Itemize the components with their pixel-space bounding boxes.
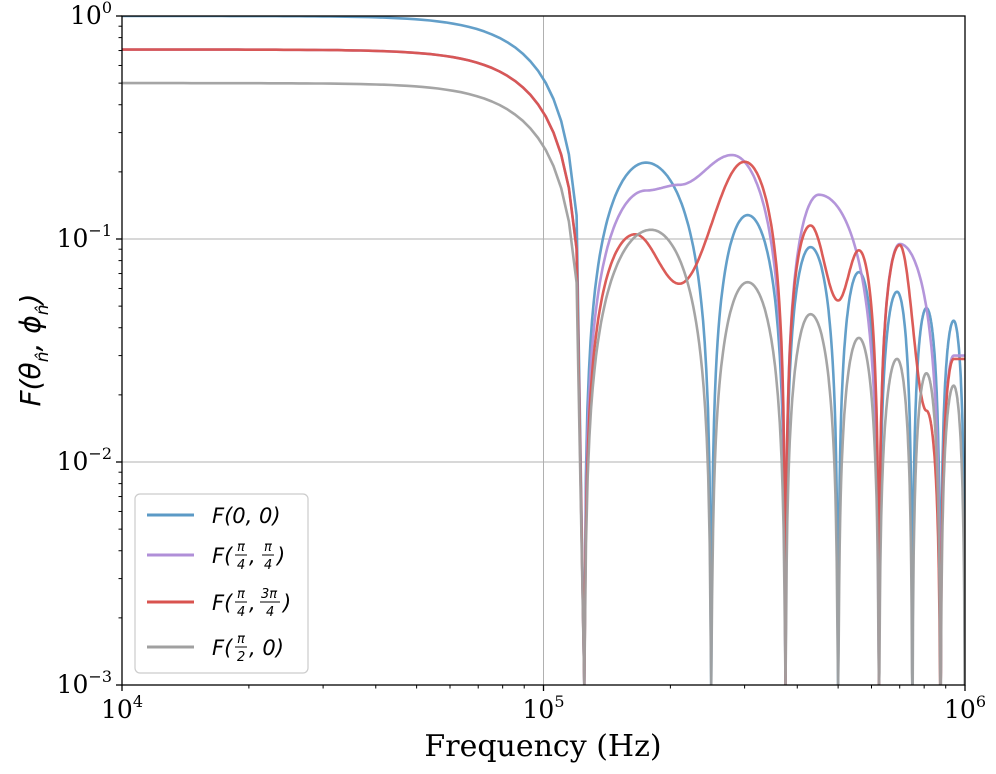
svg-text:): )	[275, 544, 285, 568]
series-lines	[122, 16, 965, 685]
svg-text:4: 4	[266, 605, 274, 620]
y-tick-label: 10−2	[57, 444, 112, 476]
svg-text:π: π	[237, 540, 245, 555]
legend-label-f00: F(0, 0)	[212, 504, 281, 528]
x-tick-label: 106	[944, 692, 986, 724]
series-line-3	[122, 81, 965, 685]
svg-text:2: 2	[237, 650, 245, 665]
svg-text:F(: F(	[212, 591, 233, 615]
svg-text:4: 4	[237, 558, 245, 573]
svg-text:π: π	[237, 587, 245, 602]
svg-text:F(: F(	[212, 544, 233, 568]
series-line-0	[122, 16, 965, 685]
y-tick-label: 10−3	[57, 667, 112, 699]
svg-text:π: π	[237, 632, 245, 647]
legend-entry-f-pi2-0: F( π 2 , 0)	[147, 632, 284, 665]
svg-text:4: 4	[264, 558, 272, 573]
legend-frame	[134, 493, 309, 674]
svg-text:π: π	[264, 540, 272, 555]
legend: F(0, 0) F( π 4 , π 4 ) F( π 4 , 3π 4 )	[134, 493, 309, 674]
svg-text:3π: 3π	[261, 587, 277, 602]
svg-text:,: ,	[249, 591, 256, 615]
legend-entry-f00: F(0, 0)	[147, 504, 281, 528]
svg-text:): )	[281, 591, 291, 615]
y-tick-label: 10−1	[57, 221, 112, 253]
legend-entry-f-pi4-3pi4: F( π 4 , 3π 4 )	[147, 587, 291, 620]
svg-text:, 0): , 0)	[249, 636, 284, 660]
svg-text:,: ,	[249, 544, 256, 568]
legend-entry-f-pi4-pi4: F( π 4 , π 4 )	[147, 540, 285, 573]
svg-text:F(: F(	[212, 636, 233, 660]
series-line-1	[122, 48, 965, 685]
y-tick-label: 100	[70, 0, 112, 30]
svg-text:4: 4	[237, 605, 245, 620]
x-axis-title: Frequency (Hz)	[424, 729, 661, 764]
